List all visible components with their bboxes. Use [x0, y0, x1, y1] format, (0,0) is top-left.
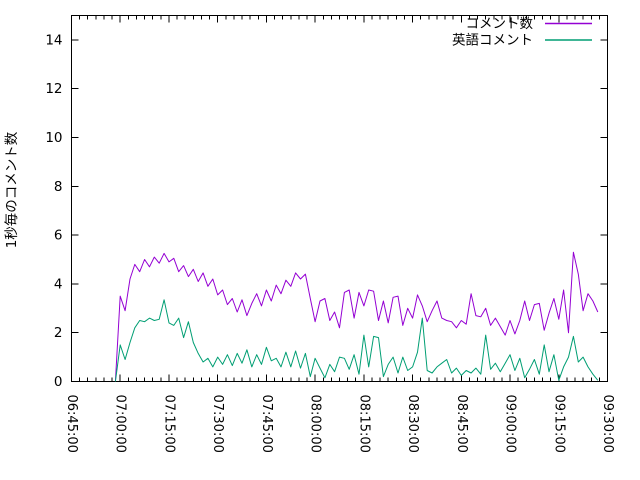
x-tick-label: 06:45:00: [64, 395, 79, 453]
x-tick-label: 08:15:00: [356, 395, 371, 453]
y-tick-label: 2: [54, 325, 63, 341]
x-tick-label: 09:30:00: [600, 395, 615, 453]
y-tick-label: 8: [54, 179, 63, 195]
x-tick-label: 08:45:00: [454, 395, 469, 453]
x-tick-label: 07:45:00: [259, 395, 274, 453]
x-tick-label: 08:30:00: [405, 395, 420, 453]
y-tick-label: 6: [54, 228, 63, 244]
y-tick-label: 10: [45, 130, 62, 146]
y-axis-label: 1秒毎のコメント数: [4, 131, 20, 248]
y-tick-label: 14: [45, 32, 62, 48]
x-tick-label: 07:00:00: [113, 395, 128, 453]
legend-label: 英語コメント: [452, 32, 533, 49]
series-line-comments: [114, 251, 599, 382]
y-tick-label: 12: [45, 81, 62, 97]
y-tick-label: 4: [54, 276, 63, 292]
legend-label: コメント数: [466, 16, 534, 32]
x-tick-label: 08:00:00: [308, 395, 323, 453]
series-line-english-comments: [114, 299, 599, 382]
x-tick-label: 07:30:00: [210, 395, 225, 453]
y-tick-label: 0: [54, 374, 63, 390]
x-tick-label: 09:15:00: [551, 395, 566, 453]
x-tick-label: 07:15:00: [161, 395, 176, 453]
x-tick-label: 09:00:00: [503, 395, 518, 453]
